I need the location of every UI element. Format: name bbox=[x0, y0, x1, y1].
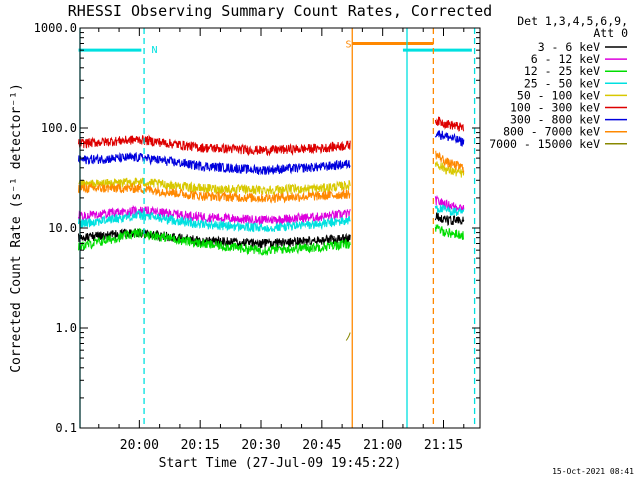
legend-label-300-800-kev: 300 - 800 keV bbox=[510, 113, 600, 127]
y-tick-label-1-0: 1.0 bbox=[55, 321, 77, 335]
series-line-12-25-kev bbox=[78, 224, 465, 257]
y-tick-label-10-0: 10.0 bbox=[48, 221, 77, 235]
flag-marker-s: S bbox=[345, 39, 351, 50]
x-tick-label-20-30: 20:30 bbox=[241, 438, 280, 453]
series-line-300-800-kev bbox=[78, 130, 465, 176]
legend-label-25-50-kev: 25 - 50 keV bbox=[524, 76, 600, 90]
x-tick-label-20-45: 20:45 bbox=[302, 438, 341, 453]
series-line-100-300-kev bbox=[78, 116, 465, 157]
legend-header-line: Att 0 bbox=[593, 26, 628, 40]
x-tick-label-21-15: 21:15 bbox=[424, 438, 463, 453]
x-tick-label-20-15: 20:15 bbox=[181, 438, 220, 453]
y-tick-label-1000-0: 1000.0 bbox=[34, 21, 77, 35]
legend-header-line: Det 1,3,4,5,6,9, bbox=[517, 14, 628, 28]
legend-label-100-300-kev: 100 - 300 keV bbox=[510, 101, 600, 115]
series-line-7000-15000-kev bbox=[345, 332, 351, 341]
series-line-50-100-kev bbox=[78, 161, 465, 196]
y-tick-label-0-1: 0.1 bbox=[55, 421, 77, 435]
legend-label-7000-15000-kev: 7000 - 15000 keV bbox=[489, 137, 600, 151]
legend-label-800-7000-kev: 800 - 7000 keV bbox=[503, 125, 600, 139]
series-layer bbox=[78, 116, 465, 341]
legend-label-50-100-kev: 50 - 100 keV bbox=[517, 88, 600, 102]
flag-marker-n: N bbox=[152, 45, 158, 56]
legend-label-6-12-kev: 6 - 12 keV bbox=[531, 52, 600, 66]
series-line-25-50-kev bbox=[78, 204, 465, 233]
chart-title: RHESSI Observing Summary Count Rates, Co… bbox=[68, 2, 492, 20]
y-tick-label-100-0: 100.0 bbox=[41, 121, 77, 135]
series-line-800-7000-kev bbox=[78, 150, 465, 204]
legend-label-3-6-kev: 3 - 6 keV bbox=[538, 40, 600, 54]
y-axis-title: Corrected Count Rate (s⁻¹ detector⁻¹) bbox=[9, 83, 24, 373]
x-axis-title: Start Time (27-Jul-09 19:45:22) bbox=[159, 456, 402, 471]
x-tick-label-21-00: 21:00 bbox=[363, 438, 402, 453]
timestamp: 15-Oct-2021 08:41 bbox=[552, 467, 634, 476]
x-tick-label-20-00: 20:00 bbox=[120, 438, 159, 453]
y-axis: 0.1 1.0 10.0 100.0 1000.0 bbox=[34, 21, 480, 435]
x-axis: 20:00 20:15 20:30 20:45 21:00 21:15 bbox=[98, 28, 465, 453]
legend-label-12-25-kev: 12 - 25 keV bbox=[524, 64, 600, 78]
